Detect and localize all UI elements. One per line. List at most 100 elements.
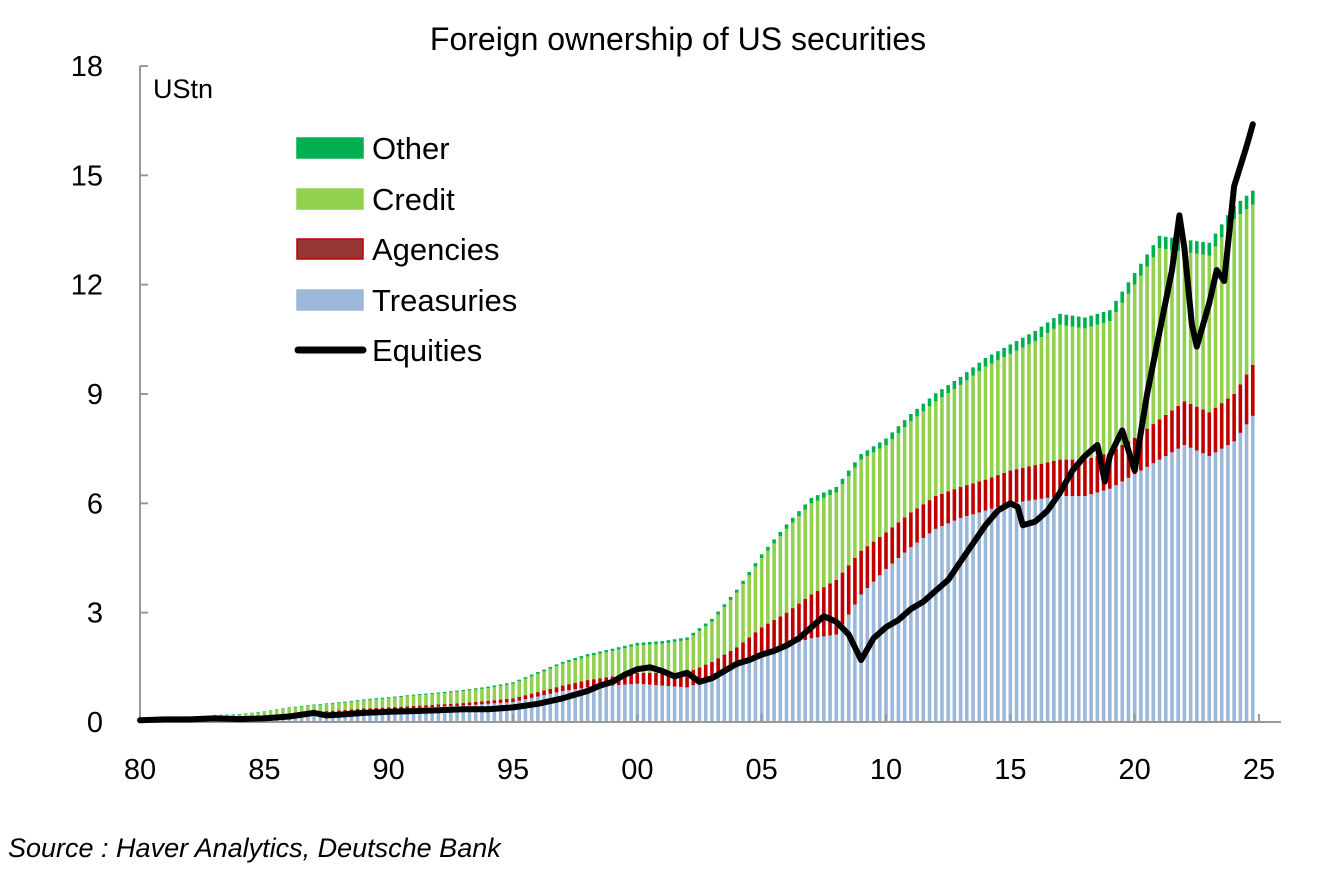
x-tick-label: 25 [1243,754,1275,786]
bar-segment-credit [1008,353,1013,471]
x-tick-label: 90 [373,754,405,786]
bar-segment-credit [1095,324,1100,456]
legend: Other Credit Agencies Treasuries Equities [294,131,517,368]
bar-segment-agencies [405,706,410,709]
axes-layer: 0 3 6 9 12 15 18 80 85 90 95 00 05 10 15 20 25 [71,51,1281,786]
bar-segment-agencies [722,654,727,673]
bar-segment-other [871,446,876,453]
bar-segment-treasuries [741,663,745,722]
bar-segment-treasuries [840,624,845,722]
bar-segment-other [480,687,484,689]
bar-segment-credit [747,575,752,638]
bar-segment-credit [822,497,826,588]
bar-segment-agencies [517,696,522,701]
bar-segment-treasuries [958,517,963,722]
bar-segment-credit [697,630,702,668]
bar-segment-other [281,708,285,710]
bar-segment-credit [598,653,602,679]
bar-segment-treasuries [952,520,957,722]
bar-segment-other [797,511,801,517]
bar-segment-credit [1014,350,1019,470]
bar-segment-other [1250,190,1255,205]
bar-segment-credit [250,713,254,717]
bar-segment-credit [274,710,279,715]
bar-segment-treasuries [1182,445,1187,722]
bar-segment-treasuries [697,682,702,722]
bar-segment-treasuries [560,691,565,722]
bar-segment-treasuries [1250,415,1255,722]
bar-segment-other [498,684,503,686]
bar-segment-treasuries [996,506,1000,722]
bar-segment-other [318,703,323,705]
bar-segment-agencies [1163,414,1168,456]
bar-segment-other [921,403,926,412]
bar-segment-treasuries [1058,496,1062,722]
x-tick-label: 00 [621,754,653,786]
bar-segment-agencies [772,619,776,650]
bar-segment-agencies [1145,428,1149,467]
bar-segment-agencies [877,537,882,576]
bar-segment-agencies [927,500,932,534]
bar-segment-agencies [884,532,888,569]
bar-segment-treasuries [977,512,982,722]
bar-segment-agencies [1095,455,1100,493]
bar-segment-treasuries [461,705,466,722]
bar-segment-treasuries [747,660,752,722]
bar-segment-credit [548,668,553,689]
bar-segment-other [747,572,752,576]
bar-segment-credit [759,558,764,628]
bar-segment-credit [971,375,975,484]
bar-segment-other [436,692,441,694]
bar-segment-credit [411,695,416,706]
bar-segment-credit [1126,293,1131,442]
bar-segment-other [343,701,347,703]
bar-segment-other [579,656,584,659]
bar-segment-other [219,714,223,716]
bar-segment-other [250,712,254,714]
bar-segment-other [405,695,410,697]
bar-segment-other [243,713,248,714]
bar-segment-other [287,707,291,709]
bar-segment-treasuries [703,680,708,722]
bar-segment-treasuries [890,563,895,722]
bar-segment-other [1070,315,1075,327]
bar-segment-treasuries [486,703,490,722]
bar-segment-other [896,426,901,434]
x-tick-label: 85 [248,754,280,786]
bar-segment-credit [1213,246,1218,408]
bar-segment-credit [380,698,385,708]
bar-segment-other [672,639,677,642]
bar-segment-other [909,414,913,422]
bar-segment-treasuries [877,575,882,722]
bar-segment-credit [623,648,627,675]
bar-segment-treasuries [1157,459,1162,722]
bar-segment-credit [890,439,895,528]
bar-segment-other [567,659,571,662]
bar-segment-agencies [846,565,851,615]
bar-segment-treasuries [672,686,677,722]
bar-segment-other [1139,263,1143,276]
bar-segment-credit [573,660,577,683]
bar-segment-treasuries [1244,424,1249,722]
bar-segment-agencies [965,485,969,517]
bar-segment-agencies [1176,405,1180,449]
bar-segment-credit [1089,326,1093,458]
bar-segment-credit [902,427,907,518]
bar-segment-credit [281,709,285,715]
bar-segment-agencies [1008,470,1013,504]
bar-segment-agencies [1226,398,1230,446]
bar-segment-treasuries [828,635,832,722]
bar-segment-other [268,710,273,712]
bar-segment-credit [610,650,615,677]
bar-segment-agencies [498,699,503,703]
bar-segment-other [666,640,671,643]
bar-segment-credit [467,690,472,703]
bar-segment-credit [473,689,478,702]
bar-segment-credit [330,703,335,711]
bar-segment-credit [1002,357,1006,473]
bar-segment-credit [486,688,490,701]
x-tick-label: 05 [746,754,778,786]
bar-segment-treasuries [1195,450,1199,722]
bar-segment-credit [940,397,944,494]
bar-segment-credit [1070,326,1075,460]
